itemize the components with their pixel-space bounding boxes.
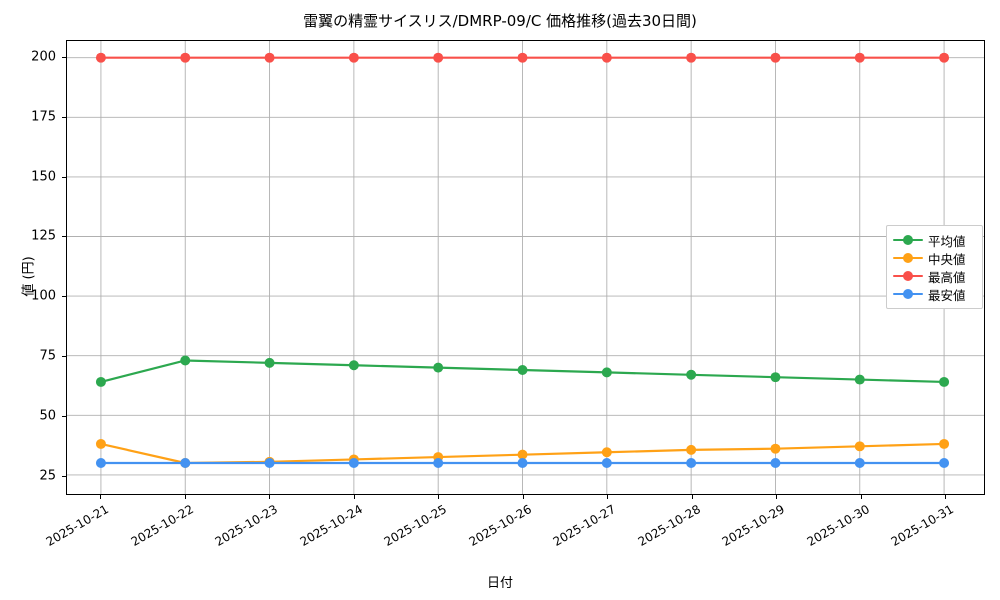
chart-title: 雷翼の精霊サイスリス/DMRP-09/C 価格推移(過去30日間) [303, 12, 697, 30]
data-point [180, 52, 191, 63]
series-layer [95, 52, 950, 468]
data-point [854, 52, 865, 63]
data-point [517, 458, 528, 468]
data-point [517, 52, 528, 63]
x-tick-mark [776, 495, 777, 499]
x-tick-mark [184, 495, 186, 499]
y-tick-mark [62, 116, 66, 118]
legend-item-1[interactable]: 平均値 [893, 231, 976, 249]
legend-label: 最安値 [928, 287, 966, 303]
x-tick-mark [860, 495, 862, 499]
data-point [854, 441, 865, 452]
data-point [686, 369, 697, 380]
legend-item-4[interactable]: 最安値 [893, 285, 976, 303]
data-point [95, 52, 106, 63]
y-tick-label: 150 [31, 169, 56, 184]
x-tick-mark [522, 495, 524, 499]
x-tick-mark [945, 495, 946, 499]
data-point [854, 458, 865, 468]
data-point [601, 447, 612, 458]
data-point [686, 458, 697, 468]
y-tick-mark [62, 415, 66, 417]
data-point [433, 458, 444, 468]
data-point [264, 357, 275, 368]
legend-label: 平均値 [928, 233, 966, 249]
y-tick-label: 100 [31, 288, 56, 304]
legend-label: 最高値 [928, 269, 966, 285]
x-tick-mark [100, 495, 101, 499]
data-point [770, 443, 781, 454]
data-point [517, 449, 528, 460]
y-axis-title: 値 (円) [21, 256, 37, 297]
data-point [180, 355, 191, 366]
data-point [348, 52, 359, 63]
y-tick-label: 125 [31, 228, 56, 244]
data-point [433, 362, 444, 373]
y-tick-label: 200 [31, 49, 56, 65]
legend-item-2[interactable]: 中央値 [893, 249, 976, 267]
data-point [180, 458, 191, 468]
x-tick-mark [691, 495, 693, 499]
y-tick-mark [62, 475, 66, 477]
data-point [601, 367, 612, 378]
data-point [264, 52, 275, 63]
data-point [95, 458, 106, 468]
data-point [517, 365, 528, 375]
data-point [770, 372, 781, 383]
legend-marker-icon [893, 251, 923, 265]
data-point [939, 458, 950, 468]
x-tick-mark [438, 495, 439, 499]
y-tick-label: 175 [31, 109, 56, 125]
plot-area [66, 40, 985, 495]
data-point [854, 374, 865, 385]
data-point [939, 52, 950, 63]
y-tick-label: 50 [39, 408, 56, 424]
data-point [939, 376, 950, 387]
y-tick-mark [62, 176, 66, 178]
x-tick-mark [353, 495, 355, 499]
x-tick-mark [269, 495, 270, 499]
legend-marker-icon [893, 233, 923, 247]
data-point [939, 438, 950, 449]
x-axis-title: 日付 [486, 576, 513, 591]
data-point [770, 458, 781, 468]
data-point [770, 52, 781, 63]
y-tick-mark [62, 296, 66, 298]
y-tick-label: 25 [39, 468, 56, 484]
data-point [348, 458, 359, 468]
chart-legend[interactable]: 平均値中央値最高値最安値 [886, 225, 983, 309]
data-point [95, 438, 106, 449]
data-point [433, 52, 444, 63]
y-tick-label: 75 [39, 348, 56, 364]
data-point [601, 52, 612, 63]
legend-marker-icon [893, 287, 923, 301]
x-tick-mark [607, 495, 608, 499]
y-tick-mark [62, 56, 66, 58]
data-point [686, 52, 697, 63]
y-tick-mark [62, 236, 66, 238]
data-point [601, 458, 612, 468]
data-point [348, 360, 359, 371]
legend-label: 中央値 [928, 251, 966, 267]
legend-item-3[interactable]: 最高値 [893, 267, 976, 285]
legend-marker-icon [893, 269, 923, 283]
data-point [95, 376, 106, 387]
data-point [686, 444, 697, 455]
y-tick-mark [62, 356, 66, 358]
data-point [264, 458, 275, 468]
